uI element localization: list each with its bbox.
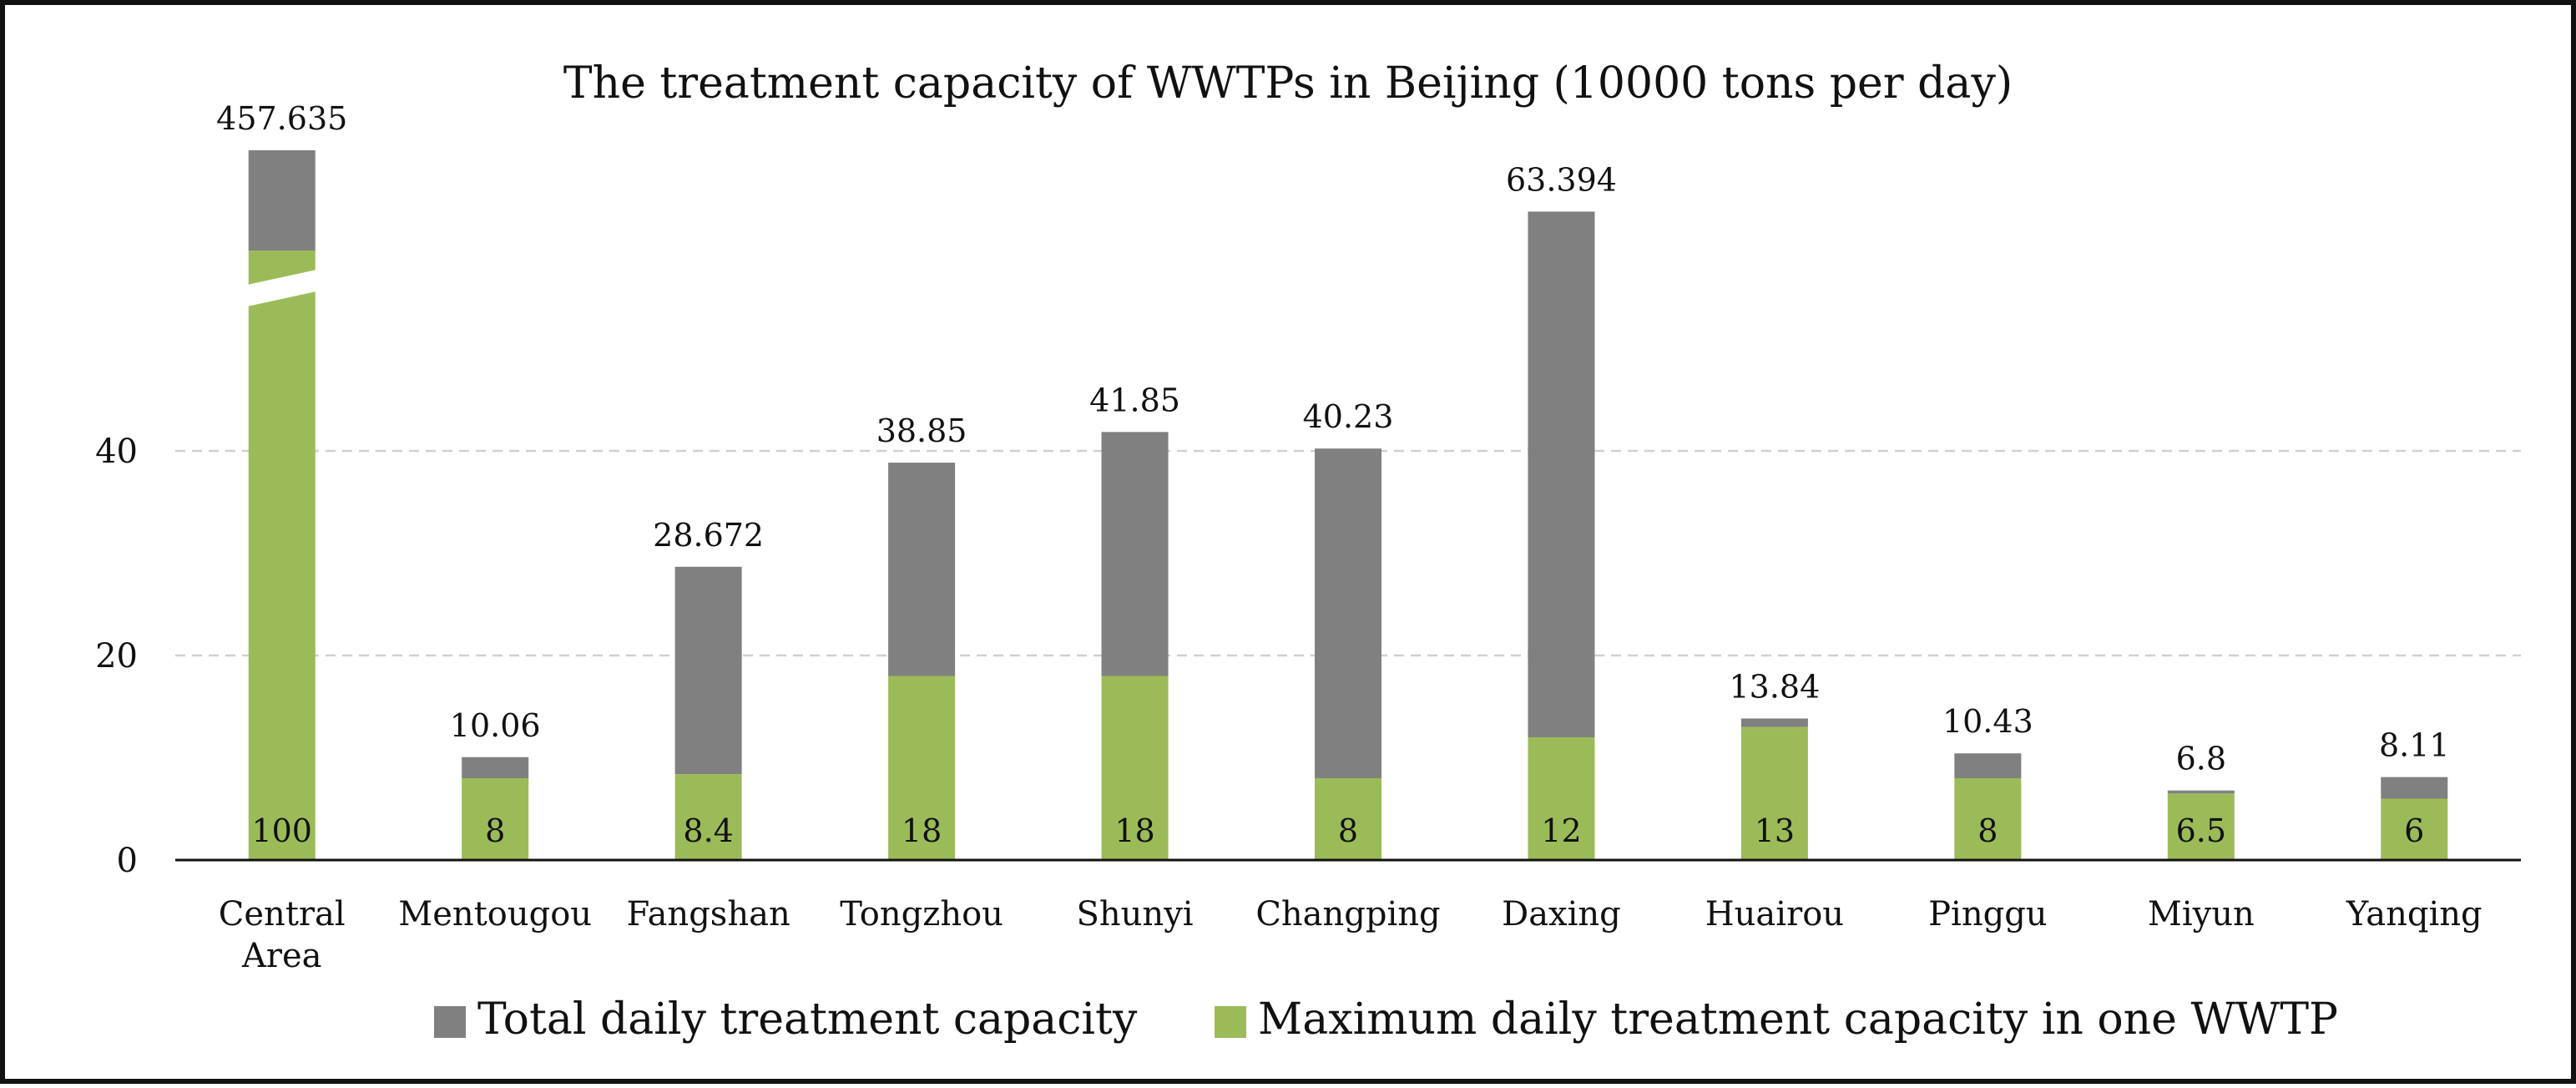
data-label-total-daxing: 63.394 (1506, 161, 1617, 198)
x-tick-label-tongzhou: Tongzhou (840, 895, 1003, 934)
data-label-total-central-area: 457.635 (216, 100, 347, 137)
bar-max-changping (1315, 778, 1381, 860)
data-label-total-huairou: 13.84 (1730, 668, 1821, 705)
data-label-total-tongzhou: 38.85 (876, 412, 967, 449)
x-tick-label-yanqing: Yanqing (2346, 895, 2483, 934)
bar-total-yanqing (2381, 777, 2448, 799)
data-label-total-yanqing: 8.11 (2379, 727, 2450, 764)
bar-max-daxing (1528, 737, 1595, 860)
bar-max-pinggu (1954, 778, 2022, 860)
bar-total-mentougou (462, 757, 529, 778)
data-label-max-pinggu: 8 (1977, 812, 1998, 849)
y-tick-label-0: 0 (117, 842, 138, 880)
data-label-max-central-area: 100 (251, 812, 312, 849)
bar-total-shunyi (1101, 432, 1169, 676)
data-label-max-tongzhou: 18 (902, 812, 942, 849)
bar-total-huairou (1740, 718, 1808, 727)
x-tick-label-daxing: Daxing (1502, 895, 1621, 934)
x-tick-label-fangshan: Fangshan (627, 895, 790, 934)
x-tick-label-central-area-line1: Central (219, 895, 346, 934)
bar-total-fangshan (674, 566, 742, 775)
data-label-max-huairou: 13 (1755, 812, 1795, 849)
bar-total-miyun (2167, 790, 2235, 794)
data-label-max-shunyi: 18 (1114, 812, 1154, 849)
data-label-total-miyun: 6.8 (2176, 741, 2226, 777)
chart-title: The treatment capacity of WWTPs in Beiji… (563, 58, 2013, 109)
legend: Total daily treatment capacity Maximum da… (434, 994, 2338, 1045)
legend-label-total: Total daily treatment capacity (477, 994, 1138, 1045)
data-label-total-changping: 40.23 (1303, 398, 1394, 435)
bar-max-mentougou (462, 778, 529, 860)
bar-max-miyun (2167, 793, 2235, 860)
bar-max-shunyi (1101, 676, 1169, 860)
x-tick-label-central-area-line2: Area (241, 937, 322, 975)
legend-swatch-max (1215, 1006, 1246, 1038)
bars-layer (243, 150, 2448, 860)
bar-total-central-area (248, 150, 316, 250)
x-tick-label-shunyi: Shunyi (1077, 895, 1194, 934)
bar-max-tongzhou (888, 676, 956, 860)
bar-total-tongzhou (888, 463, 956, 676)
bar-max-yanqing (2381, 798, 2448, 860)
data-label-max-fangshan: 8.4 (683, 812, 733, 849)
y-tick-label-40: 40 (95, 433, 138, 471)
labels-layer: 457.635 100 10.06 8 28.672 8.4 38.85 18 41.85 18 4… (216, 100, 2449, 849)
bar-total-pinggu (1954, 753, 2022, 778)
x-tick-label-mentougou: Mentougou (398, 895, 592, 934)
data-label-total-mentougou: 10.06 (450, 707, 541, 744)
x-tick-label-changping: Changping (1255, 895, 1440, 934)
x-tick-label-huairou: Huairou (1705, 895, 1844, 934)
data-label-max-mentougou: 8 (485, 812, 505, 849)
legend-swatch-total (434, 1006, 466, 1038)
legend-label-max: Maximum daily treatment capacity in one … (1258, 994, 2338, 1045)
bar-total-daxing (1528, 211, 1595, 738)
data-label-max-daxing: 12 (1541, 812, 1581, 849)
data-label-max-changping: 8 (1338, 812, 1358, 849)
data-label-total-fangshan: 28.672 (653, 517, 764, 554)
data-label-max-miyun: 6.5 (2176, 812, 2226, 849)
data-label-max-yanqing: 6 (2404, 812, 2424, 849)
data-label-total-pinggu: 10.43 (1942, 703, 2033, 740)
bar-max-central-area (248, 250, 316, 860)
x-tick-label-pinggu: Pinggu (1928, 895, 2047, 934)
axis-break-mark (243, 269, 321, 307)
y-tick-label-20: 20 (95, 637, 138, 676)
bar-max-fangshan (674, 774, 742, 860)
x-tick-label-miyun: Miyun (2148, 895, 2255, 934)
bar-total-changping (1315, 448, 1381, 778)
bar-max-huairou (1740, 726, 1808, 860)
data-label-total-shunyi: 41.85 (1089, 382, 1180, 418)
